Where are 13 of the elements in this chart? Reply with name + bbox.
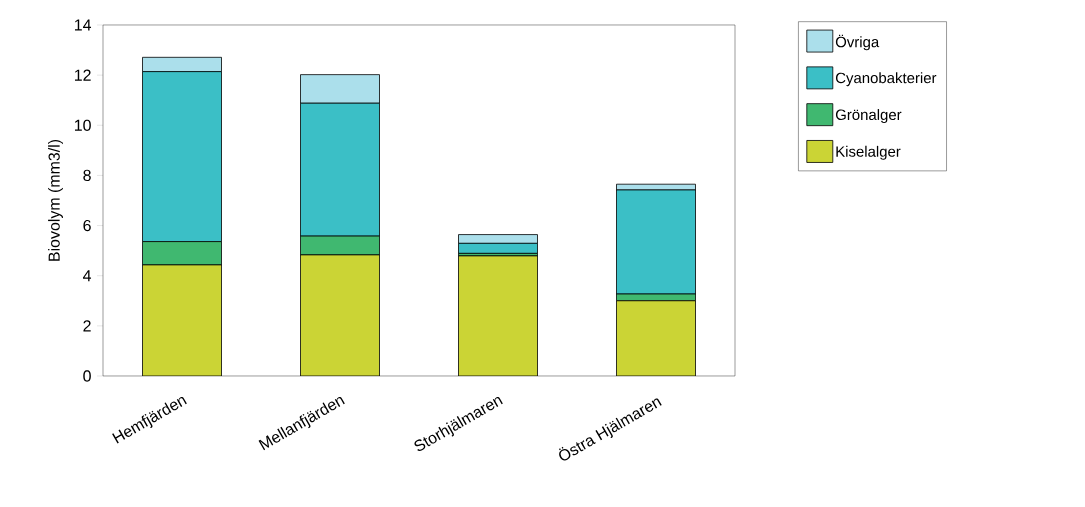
legend-label: Cyanobakterier: [835, 72, 937, 87]
y-axis-title: Biovolym (mm3/l): [48, 139, 63, 261]
y-tick-label: 12: [74, 69, 91, 81]
y-tick-label: 10: [74, 119, 91, 131]
y-tick-label: 0: [83, 370, 91, 382]
legend-label: Grönalger: [835, 109, 902, 123]
legend-label: Kiselalger: [836, 145, 901, 160]
legend-label: Övriga: [835, 34, 880, 51]
y-tick-label: 14: [74, 19, 92, 31]
y-tick-label: 2: [83, 320, 91, 332]
y-tick-label: 8: [83, 169, 91, 182]
y-tick-label: 6: [83, 219, 91, 232]
y-tick-label: 4: [82, 270, 92, 282]
